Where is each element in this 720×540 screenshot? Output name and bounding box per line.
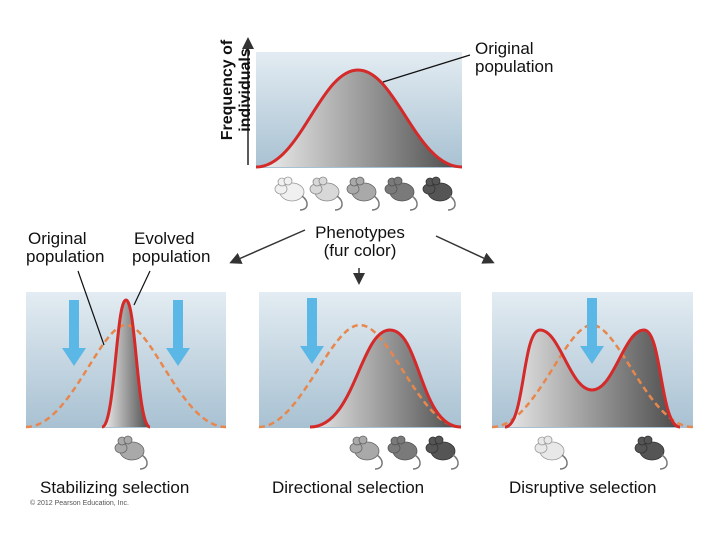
directional-curve-outline — [309, 328, 462, 429]
branch-arrows — [229, 229, 495, 285]
disruptive-curve-outline — [504, 328, 681, 429]
copyright-notice: © 2012 Pearson Education, Inc. — [30, 500, 129, 507]
original-population-outline — [255, 68, 463, 169]
original-population-label: Original population — [475, 40, 553, 76]
stabilizing-original-label-line1: Original — [28, 229, 87, 248]
mouse-icon — [309, 176, 343, 211]
mouse-icon — [114, 435, 148, 470]
mouse-icon — [349, 435, 383, 470]
y-axis-label-line1: Frequency of — [219, 39, 236, 141]
phenotype-mice-row — [274, 176, 456, 211]
evolved-curve-outline — [100, 298, 152, 429]
original-population-curve — [256, 70, 462, 167]
directional-panel — [258, 292, 462, 470]
original-population-label-line2: population — [475, 57, 554, 76]
y-axis-label: Frequency of individuals — [219, 25, 259, 155]
stabilizing-evolved-label: Evolved population — [132, 230, 210, 266]
selection-arrow-right — [166, 300, 190, 366]
phenotypes-label-line1: Phenotypes — [315, 223, 405, 242]
stabilizing-caption: Stabilizing selection — [40, 478, 190, 497]
mouse-icon — [534, 435, 568, 470]
mouse-icon — [346, 176, 380, 211]
evolved-curve-fill — [102, 300, 150, 427]
top-panel — [242, 37, 471, 169]
selection-arrow — [580, 298, 604, 364]
mouse-icon — [274, 176, 308, 211]
directional-caption: Directional selection — [272, 478, 425, 497]
disruptive-panel — [491, 292, 694, 470]
mouse-icon — [422, 176, 456, 211]
selection-arrow — [300, 298, 324, 364]
stabilizing-evolved-label-line1: Evolved — [134, 229, 195, 248]
y-axis-label-line2: individuals — [237, 48, 254, 132]
disruptive-caption: Disruptive selection — [509, 478, 657, 497]
original-dashed-curve — [25, 323, 227, 429]
original-pointer — [77, 270, 105, 346]
original-label-pointer — [382, 54, 471, 83]
arrow-right — [435, 235, 495, 264]
original-population-label-line1: Original — [475, 39, 534, 58]
arrow-left — [229, 229, 306, 264]
disruptive-dashed-curve — [491, 323, 694, 429]
phenotypes-label-line2: (fur color) — [323, 241, 397, 260]
stabilizing-original-label-line2: population — [26, 247, 105, 266]
evolved-pointer — [133, 270, 151, 306]
stabilizing-original-label: Original population — [26, 230, 104, 266]
mouse-icon — [634, 435, 668, 470]
selection-arrow-left — [62, 300, 86, 366]
phenotypes-label: Phenotypes (fur color) — [300, 224, 420, 260]
stabilizing-evolved-label-line2: population — [132, 247, 211, 266]
disruptive-curve-fill — [505, 330, 680, 427]
stabilizing-panel — [25, 270, 227, 470]
mouse-icon — [387, 435, 421, 470]
directional-dashed-curve — [258, 323, 462, 429]
directional-curve-fill — [310, 330, 461, 427]
mouse-icon — [384, 176, 418, 211]
mouse-icon — [425, 435, 459, 470]
